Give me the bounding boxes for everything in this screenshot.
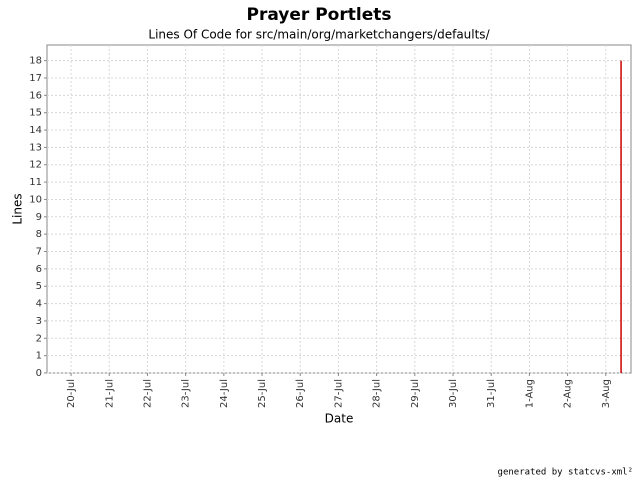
x-tick-label: 30-Jul <box>448 379 459 408</box>
chart-subtitle: Lines Of Code for src/main/org/marketcha… <box>148 28 490 42</box>
y-tick-label: 8 <box>36 229 42 240</box>
y-tick-label: 1 <box>36 351 42 362</box>
x-tick-label: 28-Jul <box>372 379 383 408</box>
y-tick-label: 3 <box>36 316 42 327</box>
y-tick-label: 18 <box>29 56 42 67</box>
y-tick-label: 5 <box>36 281 42 292</box>
x-tick-label: 22-Jul <box>142 379 153 408</box>
x-tick-label: 2-Aug <box>563 379 574 408</box>
y-tick-label: 2 <box>36 333 42 344</box>
footer: generated by statcvs-xml² <box>498 468 633 478</box>
x-tick-label: 29-Jul <box>410 379 421 408</box>
x-tick-label: 20-Jul <box>66 379 77 408</box>
x-tick-label: 1-Aug <box>524 379 535 408</box>
x-tick-label: 21-Jul <box>104 379 115 408</box>
y-tick-label: 13 <box>29 142 42 153</box>
y-tick-label: 7 <box>36 247 42 258</box>
y-axis-label: Lines <box>11 193 25 224</box>
y-tick-label: 14 <box>29 125 42 136</box>
y-tick-label: 9 <box>36 212 42 223</box>
y-tick-label: 10 <box>29 194 42 205</box>
y-tick-label: 6 <box>36 264 42 275</box>
y-tick-label: 0 <box>36 368 42 379</box>
x-tick-label: 23-Jul <box>181 379 192 408</box>
x-tick-label: 31-Jul <box>486 379 497 408</box>
y-tick-label: 11 <box>29 177 42 188</box>
y-tick-label: 4 <box>36 299 42 310</box>
x-tick-label: 24-Jul <box>219 379 230 408</box>
y-tick-label: 17 <box>29 73 42 84</box>
y-tick-label: 15 <box>29 108 42 119</box>
x-axis-label: Date <box>325 412 354 426</box>
chart-title: Prayer Portlets <box>247 5 392 25</box>
x-tick-label: 26-Jul <box>295 379 306 408</box>
plot-area <box>46 44 632 374</box>
x-tick-label: 27-Jul <box>333 379 344 408</box>
x-tick-label: 25-Jul <box>257 379 268 408</box>
y-tick-label: 12 <box>29 160 42 171</box>
x-tick-label: 3-Aug <box>601 379 612 408</box>
y-tick-label: 16 <box>29 90 42 101</box>
